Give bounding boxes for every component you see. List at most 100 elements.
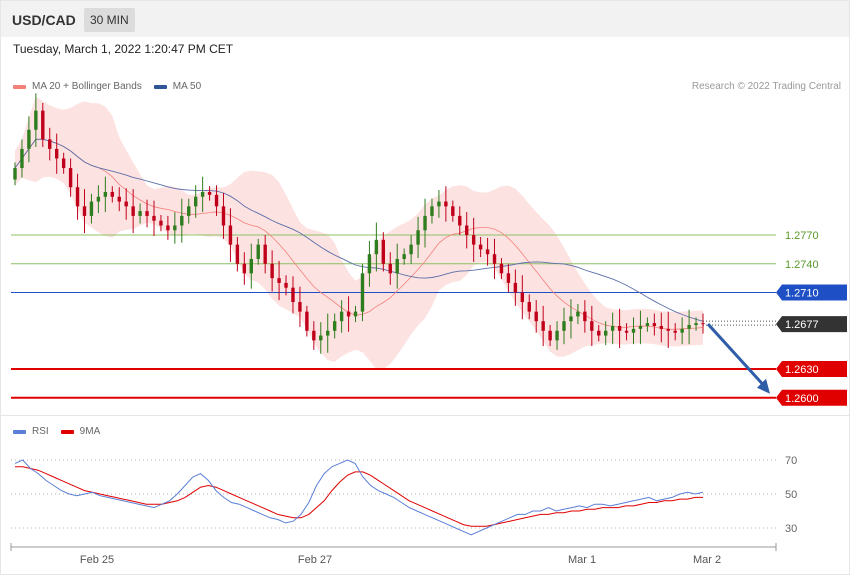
candle-body xyxy=(673,330,677,333)
credit-text: Research © 2022 Trading Central xyxy=(691,81,841,92)
candle-body xyxy=(541,321,545,331)
rsi-tick-50: 50 xyxy=(785,489,797,501)
candle-body xyxy=(430,206,434,216)
candle-body xyxy=(249,258,253,274)
forecast-arrow-head xyxy=(757,378,770,394)
candle-body xyxy=(610,325,615,331)
candle-body xyxy=(13,168,17,180)
legend-ma50-label: MA 50 xyxy=(172,81,202,92)
candle-body xyxy=(326,330,330,336)
candle-body xyxy=(173,225,177,231)
candle-body xyxy=(270,263,274,279)
candle-body xyxy=(138,211,142,216)
candle-body xyxy=(624,330,629,333)
candle-body xyxy=(402,254,406,259)
candle-body xyxy=(34,110,38,130)
candle-body xyxy=(263,244,267,264)
candle-body xyxy=(75,187,80,207)
pane-divider xyxy=(0,415,850,416)
candle-body xyxy=(485,249,490,255)
rsi-ma-swatch xyxy=(60,429,74,434)
candle-body xyxy=(409,244,413,255)
candle-body xyxy=(444,201,448,207)
level-tag-1.2600 xyxy=(776,389,847,406)
rsi-line xyxy=(14,459,704,536)
rsi-tick-30: 30 xyxy=(785,523,797,535)
level-tag-1.2710 xyxy=(776,284,847,301)
candle-body xyxy=(465,225,469,236)
candle-body xyxy=(388,263,392,274)
candle-body xyxy=(513,282,518,293)
candle-body xyxy=(534,311,538,322)
candle-body xyxy=(652,323,657,326)
candle-body xyxy=(506,273,511,283)
candle-body xyxy=(458,215,462,226)
timeframe-button[interactable]: 30 MIN xyxy=(84,8,135,32)
candle-body xyxy=(277,278,281,283)
candle-body xyxy=(145,211,149,216)
candle-body xyxy=(353,311,358,317)
candle-body xyxy=(701,323,705,325)
level-label-1.2770: 1.2770 xyxy=(785,230,819,242)
ma50-swatch xyxy=(153,84,167,89)
candle-body xyxy=(569,316,573,322)
candle-body xyxy=(680,328,684,333)
ma20-line xyxy=(14,138,704,330)
candle-body xyxy=(645,323,650,326)
candle-body xyxy=(193,196,198,207)
level-label-1.2630: 1.2630 xyxy=(785,364,819,376)
candle-body xyxy=(96,196,101,202)
candle-body xyxy=(152,215,156,221)
candle-body xyxy=(166,225,170,231)
candle-body xyxy=(492,254,497,264)
candle-body xyxy=(471,235,476,245)
candle-body xyxy=(367,254,372,274)
candle-body xyxy=(478,244,483,250)
legend-ma20-label: MA 20 + Bollinger Bands xyxy=(32,81,142,92)
candle-body xyxy=(576,311,580,317)
candle-body xyxy=(124,201,128,207)
timestamp: Tuesday, March 1, 2022 1:20:47 PM CET xyxy=(13,42,234,56)
candle-body xyxy=(631,328,636,333)
ma50-line xyxy=(14,138,704,322)
candle-body xyxy=(604,330,608,336)
ma20-swatch xyxy=(13,84,26,89)
candle-body xyxy=(617,325,622,331)
candle-body xyxy=(291,287,295,303)
candle-body xyxy=(27,129,31,149)
candle-body xyxy=(590,321,594,331)
candle-body xyxy=(41,110,45,140)
candle-body xyxy=(374,239,379,255)
candle-body xyxy=(187,206,191,216)
forecast-arrow-shaft xyxy=(706,323,767,388)
candle-body xyxy=(82,206,87,216)
legend-rsi-ma-label: 9MA xyxy=(79,426,101,437)
candle-body xyxy=(159,220,163,226)
rsi-tick-70: 70 xyxy=(785,455,797,467)
rsi-ma-line xyxy=(15,466,703,527)
level-label-1.2710: 1.2710 xyxy=(785,287,819,299)
candle-body xyxy=(555,330,559,341)
header-bar: USD/CAD 30 MIN xyxy=(0,0,850,37)
candle-body xyxy=(638,325,643,329)
candle-body xyxy=(214,194,219,207)
candle-body xyxy=(687,325,691,329)
candle-body xyxy=(68,168,73,188)
candle-body xyxy=(48,139,52,149)
candle-body xyxy=(395,258,399,274)
x-tick-label: Mar 1 xyxy=(568,554,596,566)
candle-body xyxy=(180,215,184,226)
candle-body xyxy=(562,321,566,331)
candle-body xyxy=(305,311,309,331)
candle-body xyxy=(298,302,302,312)
candle-body xyxy=(312,330,316,341)
level-label-1.2677: 1.2677 xyxy=(785,319,819,331)
candle-body xyxy=(284,282,288,288)
candle-body xyxy=(346,311,351,317)
rsi-swatch xyxy=(13,429,26,434)
candle-body xyxy=(235,244,240,264)
candle-body xyxy=(89,201,94,216)
level-label-1.2600: 1.2600 xyxy=(785,393,819,405)
rsi-legend: RSI 9MA xyxy=(13,426,100,437)
candle-body xyxy=(381,239,386,264)
